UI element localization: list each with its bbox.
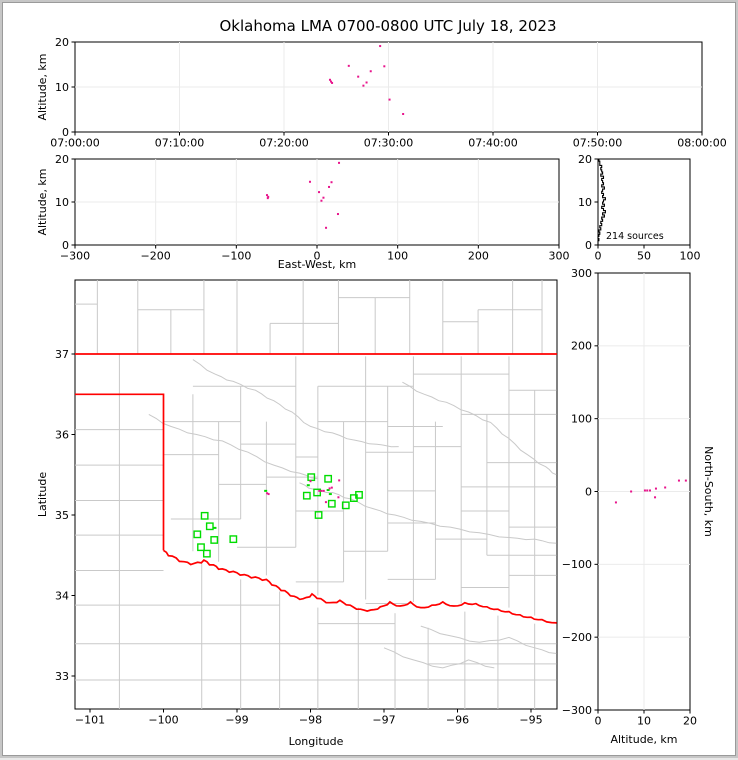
station-square-marker xyxy=(229,535,238,544)
ns-panel-ylabel: North-South, km xyxy=(702,446,715,537)
svg-text:07:20:00: 07:20:00 xyxy=(259,137,308,150)
svg-text:−95: −95 xyxy=(519,714,542,727)
svg-text:−100: −100 xyxy=(221,250,251,263)
panel-altitude-histogram[interactable]: 0 50 100 0 10 20 214 sources xyxy=(578,153,701,263)
lma-stations xyxy=(193,473,363,558)
svg-text:08:00:00: 08:00:00 xyxy=(677,137,726,150)
ew-panel-ylabel: Altitude, km xyxy=(36,168,49,235)
panel-eastwest-height[interactable]: −300 −200 −100 0 100 200 300 0 10 20 East-West, km… xyxy=(36,153,570,271)
svg-text:10: 10 xyxy=(55,81,69,94)
panel-northsouth-height[interactable]: 0 10 20 −300 −200 −100 0 100 200 300 Altitude, km N… xyxy=(562,267,715,746)
station-dot-marker xyxy=(326,489,330,492)
svg-text:−99: −99 xyxy=(225,714,248,727)
station-dot-marker xyxy=(306,484,310,487)
svg-text:37: 37 xyxy=(55,348,69,361)
station-square-marker xyxy=(200,511,209,520)
station-square-marker xyxy=(197,543,205,552)
state-border xyxy=(75,353,557,624)
svg-text:0: 0 xyxy=(585,485,592,498)
svg-text:10: 10 xyxy=(637,715,651,728)
svg-text:100: 100 xyxy=(680,250,701,263)
panel-plan-map[interactable]: −101 −100 −99 −98 −97 −96 −95 33 34 35 36 37 Longitu… xyxy=(36,279,558,748)
svg-text:−97: −97 xyxy=(372,714,395,727)
svg-text:200: 200 xyxy=(468,250,489,263)
svg-text:50: 50 xyxy=(637,250,651,263)
svg-text:10: 10 xyxy=(55,196,69,209)
svg-text:−300: −300 xyxy=(562,704,592,717)
map-sources xyxy=(266,479,341,504)
panel-time-height[interactable]: 07:00:00 07:10:00 07:20:00 07:30:00 07:40:00… xyxy=(36,36,727,150)
map-xlabel: Longitude xyxy=(289,735,344,748)
figure-title: Oklahoma LMA 0700-0800 UTC July 18, 2023 xyxy=(219,17,556,35)
svg-text:35: 35 xyxy=(55,509,69,522)
svg-text:300: 300 xyxy=(571,267,592,280)
svg-text:20: 20 xyxy=(578,153,592,166)
red-river-border xyxy=(163,549,557,624)
svg-text:07:50:00: 07:50:00 xyxy=(573,137,622,150)
station-square-marker xyxy=(327,499,336,508)
svg-text:0: 0 xyxy=(62,239,69,252)
station-square-marker xyxy=(202,549,211,558)
svg-text:−300: −300 xyxy=(60,250,90,263)
svg-text:100: 100 xyxy=(387,250,408,263)
svg-text:07:00:00: 07:00:00 xyxy=(50,137,99,150)
station-dot-marker xyxy=(213,526,217,529)
svg-text:300: 300 xyxy=(549,250,570,263)
svg-text:−96: −96 xyxy=(446,714,469,727)
svg-text:0: 0 xyxy=(585,239,592,252)
svg-text:07:30:00: 07:30:00 xyxy=(364,137,413,150)
ns-panel-xlabel: Altitude, km xyxy=(610,733,677,746)
svg-text:0: 0 xyxy=(595,250,602,263)
svg-text:07:40:00: 07:40:00 xyxy=(468,137,517,150)
svg-text:34: 34 xyxy=(55,589,69,602)
station-square-marker xyxy=(302,491,311,500)
time-panel-ylabel: Altitude, km xyxy=(36,53,49,120)
svg-text:10: 10 xyxy=(578,196,592,209)
svg-text:20: 20 xyxy=(683,715,697,728)
station-square-marker xyxy=(341,501,350,510)
station-square-marker xyxy=(205,522,214,531)
station-square-marker xyxy=(314,511,323,519)
svg-text:0: 0 xyxy=(595,715,602,728)
map-ylabel: Latitude xyxy=(36,472,49,518)
altitude-histogram-curve xyxy=(597,158,606,245)
station-square-marker xyxy=(355,490,363,499)
svg-text:−200: −200 xyxy=(141,250,171,263)
station-square-marker xyxy=(193,530,202,539)
county-boundaries xyxy=(75,280,557,709)
river-lines xyxy=(148,359,557,669)
station-dot-marker xyxy=(328,493,332,496)
svg-text:20: 20 xyxy=(55,36,69,49)
svg-text:−100: −100 xyxy=(148,714,178,727)
svg-text:200: 200 xyxy=(571,340,592,353)
svg-text:33: 33 xyxy=(55,670,69,683)
ew-panel-xlabel: East-West, km xyxy=(278,258,356,271)
station-square-marker xyxy=(313,488,322,497)
svg-text:−98: −98 xyxy=(299,714,322,727)
svg-text:0: 0 xyxy=(314,250,321,263)
svg-text:100: 100 xyxy=(571,412,592,425)
svg-text:0: 0 xyxy=(62,126,69,139)
svg-text:36: 36 xyxy=(55,428,69,441)
svg-text:−200: −200 xyxy=(562,631,592,644)
station-square-marker xyxy=(210,536,219,544)
source-count-annotation: 214 sources xyxy=(606,231,664,242)
svg-text:−101: −101 xyxy=(75,714,105,727)
svg-text:07:10:00: 07:10:00 xyxy=(155,137,204,150)
station-square-marker xyxy=(324,474,333,483)
station-dot-marker xyxy=(264,489,268,492)
svg-text:20: 20 xyxy=(55,153,69,166)
svg-text:−100: −100 xyxy=(562,558,592,571)
